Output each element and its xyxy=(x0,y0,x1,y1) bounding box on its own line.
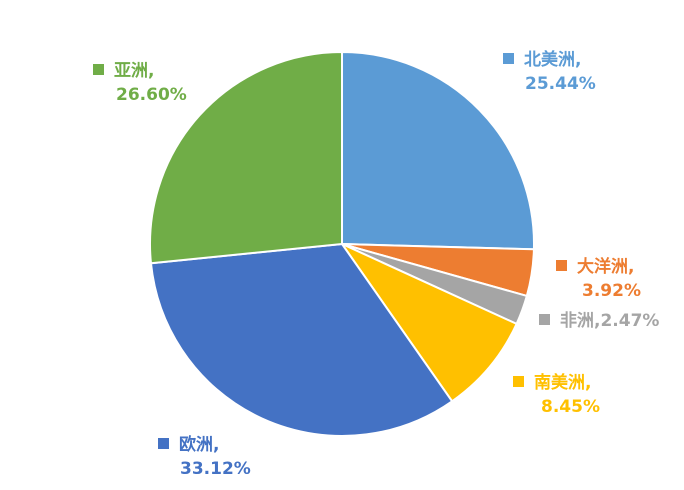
data-label-north-america: 北美洲, 25.44% xyxy=(503,48,596,96)
pie-slice-europe xyxy=(149,242,454,437)
legend-swatch-europe xyxy=(158,437,169,449)
legend-swatch-north-america xyxy=(503,52,514,64)
label-separator: , xyxy=(585,373,592,393)
pie-slice-asia xyxy=(149,50,343,265)
label-separator: , xyxy=(575,50,582,70)
slice-percent-south-america: 8.45% xyxy=(541,397,600,417)
slice-percent-asia: 26.60% xyxy=(116,85,187,105)
legend-swatch-oceania xyxy=(556,259,567,271)
slice-name-north-america: 北美洲 xyxy=(524,50,575,70)
data-label-south-america: 南美洲, 8.45% xyxy=(513,371,600,419)
data-label-africa: 非洲,2.47% xyxy=(539,309,659,333)
pie-slice-north-america xyxy=(341,50,535,251)
legend-swatch-south-america xyxy=(513,375,524,387)
label-separator: , xyxy=(213,435,220,455)
slice-name-asia: 亚洲 xyxy=(114,61,148,81)
data-label-oceania: 大洋洲, 3.92% xyxy=(556,255,641,303)
slice-name-south-america: 南美洲 xyxy=(534,373,585,393)
label-separator: , xyxy=(628,257,635,277)
slice-name-europe: 欧洲 xyxy=(179,435,213,455)
slice-percent-africa: 2.47% xyxy=(600,311,660,331)
pie-slice-south-america xyxy=(339,241,518,403)
label-separator: , xyxy=(594,311,601,331)
slice-name-oceania: 大洋洲 xyxy=(577,257,628,277)
legend-swatch-asia xyxy=(93,63,104,75)
label-separator: , xyxy=(148,61,155,81)
slice-percent-oceania: 3.92% xyxy=(582,281,641,301)
data-label-asia: 亚洲, 26.60% xyxy=(93,59,187,107)
legend-swatch-africa xyxy=(539,313,550,325)
slice-name-africa: 非洲 xyxy=(560,311,594,331)
slice-percent-europe: 33.12% xyxy=(180,459,251,479)
data-label-europe: 欧洲, 33.12% xyxy=(158,433,251,481)
slice-percent-north-america: 25.44% xyxy=(525,74,596,94)
